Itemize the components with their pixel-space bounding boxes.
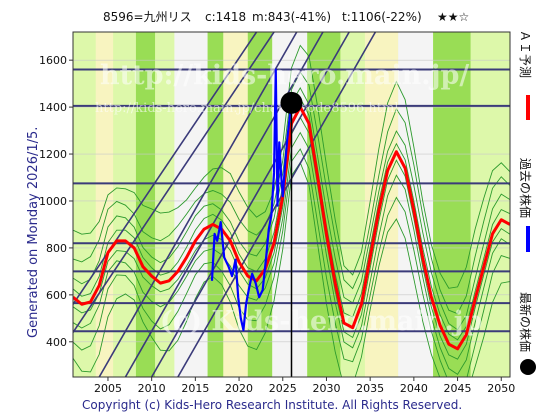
watermark-bottom: (c) Kids-hero.main.jp: [160, 306, 482, 337]
y-tick-label: 1200: [39, 148, 67, 161]
plot-area: http://kids-hero.main.jp/ http://kids-he…: [72, 31, 511, 378]
background-band: [470, 32, 510, 377]
trend-channel-line: [124, 32, 324, 377]
trend-channel-line: [98, 32, 298, 377]
x-tick-label: 2050: [487, 382, 515, 395]
y-tick-label: 1000: [39, 195, 67, 208]
x-tick-label: 2035: [356, 382, 384, 395]
legend-latest-label: 最新の株価: [518, 292, 533, 352]
x-tick-label: 2005: [94, 382, 122, 395]
background-band: [207, 32, 224, 377]
background-band: [73, 32, 96, 377]
x-tick-label: 2030: [312, 382, 340, 395]
legend-past-label: 過去の株価: [518, 158, 533, 218]
x-tick-label: 2045: [444, 382, 472, 395]
x-axis: 2005 2010 2015 2020 2025 2030 2035 2040 2045 2050: [94, 377, 515, 395]
generated-date-label: Generated on Monday 2026/1/5.: [26, 127, 41, 338]
trend-channel-lines: [73, 32, 377, 377]
legend-ai-label: ＡＩ予測: [518, 30, 532, 78]
y-tick-label: 1600: [39, 54, 67, 67]
legend-latest-swatch: [520, 359, 536, 375]
background-band: [398, 32, 434, 377]
forecast-band-line: [73, 71, 510, 315]
background-band: [174, 32, 208, 377]
target-price-label: t:1106(-22%): [342, 10, 422, 24]
trend-channel-line: [150, 32, 350, 377]
background-band: [155, 32, 175, 377]
trend-channel-line: [73, 32, 258, 305]
plot-frame: [72, 31, 511, 378]
x-tick-label: 2020: [225, 382, 253, 395]
forecast-band-line: [73, 44, 510, 289]
y-axis: 400 600 800 1000 1200 1400 1600: [39, 54, 73, 349]
current-price-label: c:1418: [205, 10, 246, 24]
y-tick-label: 800: [46, 242, 67, 255]
past-price-line: [210, 68, 293, 332]
x-tick-label: 2010: [138, 382, 166, 395]
copyright-text: Copyright (c) Kids-Hero Research Institu…: [82, 398, 462, 412]
watermark-sub: http://kids-hero.main.jp/charts/code8596…: [95, 101, 399, 116]
stock-code-label: 8596=九州リス: [103, 10, 192, 24]
latest-price-marker: [280, 91, 303, 114]
background-band: [135, 32, 156, 377]
trend-channel-line: [73, 32, 275, 333]
watermark-main: http://kids-hero.main.jp/: [100, 60, 469, 91]
rating-stars: ★★☆: [437, 10, 469, 24]
y-tick-label: 600: [46, 289, 67, 302]
y-tick-label: 400: [46, 336, 67, 349]
legend: ＡＩ予測 過去の株価 最新の株価: [518, 30, 536, 375]
y-tick-label: 1400: [39, 101, 67, 114]
x-tick-label: 2040: [400, 382, 428, 395]
x-tick-label: 2015: [181, 382, 209, 395]
x-tick-label: 2025: [269, 382, 297, 395]
min-price-label: m:843(-41%): [252, 10, 331, 24]
